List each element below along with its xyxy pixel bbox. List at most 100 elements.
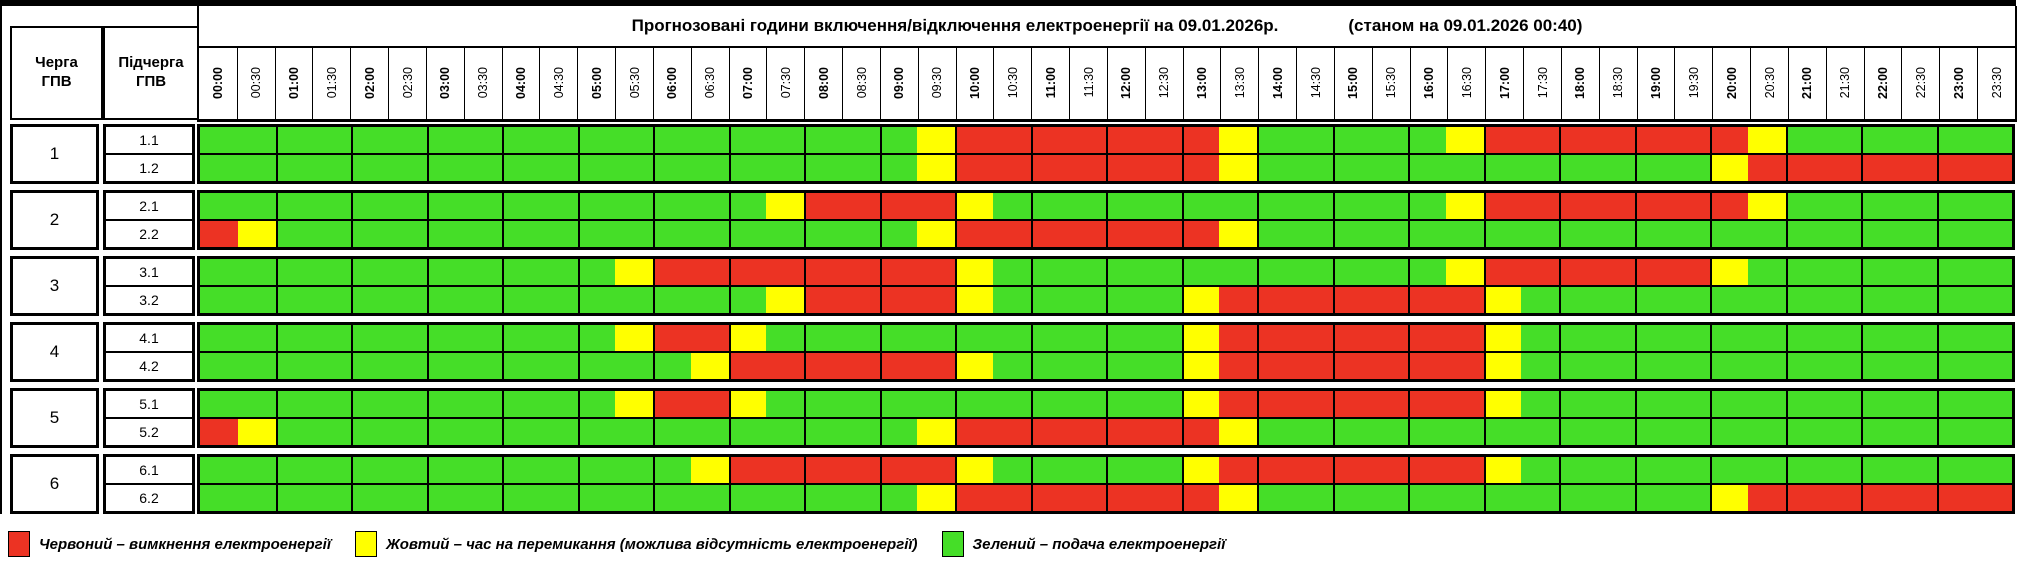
schedule-cell xyxy=(1596,419,1635,445)
schedule-cell xyxy=(1974,287,2012,313)
queue-cell: 2 xyxy=(10,190,99,250)
schedule-cell xyxy=(1861,325,1899,351)
time-label-text: 00:30 xyxy=(249,66,264,99)
schedule-cell xyxy=(1974,353,2012,379)
schedule-cell xyxy=(1785,193,1824,219)
schedule-cell xyxy=(1823,457,1861,483)
schedule-cell xyxy=(426,457,465,483)
schedule-cell xyxy=(464,259,502,285)
time-label: 21:00 xyxy=(1787,46,1826,119)
schedule-cell xyxy=(690,287,729,313)
schedule-cell xyxy=(841,353,880,379)
schedule-cell xyxy=(653,457,691,483)
schedule-cell xyxy=(1181,485,1220,511)
subqueue-label: 5.1 xyxy=(139,396,159,412)
schedule-cell xyxy=(992,193,1031,219)
schedule-cell xyxy=(804,193,842,219)
schedule-cell xyxy=(955,259,993,285)
time-label: 09:30 xyxy=(917,46,956,119)
time-label-text: 22:00 xyxy=(1876,66,1891,99)
queue-cell: 3 xyxy=(10,256,99,316)
schedule-cell xyxy=(1974,221,2012,247)
schedule-cell xyxy=(992,485,1031,511)
schedule-cell xyxy=(955,127,993,153)
schedule-cell xyxy=(1332,325,1371,351)
schedule-cell xyxy=(1483,127,1522,153)
time-label: 04:30 xyxy=(539,46,577,119)
time-label-text: 07:30 xyxy=(778,66,793,99)
time-label-text: 02:00 xyxy=(362,66,377,99)
time-label-text: 04:30 xyxy=(551,66,566,99)
time-label: 06:30 xyxy=(690,46,729,119)
time-label: 19:00 xyxy=(1636,46,1675,119)
schedule-cell xyxy=(917,419,955,445)
schedule-group: 2 2.1 2.2 xyxy=(10,190,2015,250)
schedule-cell xyxy=(200,485,238,511)
schedule-cell xyxy=(1710,127,1748,153)
schedule-cell xyxy=(1898,127,1937,153)
schedule-cell xyxy=(1408,287,1446,313)
schedule-cell xyxy=(1408,221,1446,247)
schedule-cell xyxy=(1785,419,1824,445)
time-label: 14:30 xyxy=(1296,46,1334,119)
schedule-cell xyxy=(1294,391,1333,417)
time-label: 18:00 xyxy=(1560,46,1599,119)
schedule-cell xyxy=(200,457,238,483)
schedule-cell xyxy=(1068,391,1106,417)
schedule-cell xyxy=(464,419,502,445)
schedule-cell xyxy=(1672,391,1710,417)
schedule-cell xyxy=(1672,193,1710,219)
schedule-cell xyxy=(1106,353,1144,379)
time-label: 18:30 xyxy=(1598,46,1637,119)
schedule-cell xyxy=(388,221,427,247)
schedule-cell xyxy=(464,193,502,219)
schedule-row xyxy=(200,285,2012,313)
schedule-cell xyxy=(1521,457,1559,483)
subqueue-header-line2: ГПВ xyxy=(135,73,167,90)
schedule-cell xyxy=(1294,419,1333,445)
schedule-cell xyxy=(1823,259,1861,285)
schedule-cell xyxy=(841,325,880,351)
schedule-cell xyxy=(351,325,389,351)
schedule-cell xyxy=(955,287,993,313)
schedule-cell xyxy=(464,287,502,313)
time-label: 16:30 xyxy=(1447,46,1485,119)
schedule-cell xyxy=(1143,221,1182,247)
schedule-cell xyxy=(879,391,918,417)
time-label-text: 14:00 xyxy=(1270,66,1285,99)
schedule-cell xyxy=(1559,259,1597,285)
schedule-cell xyxy=(237,457,276,483)
schedule-cell xyxy=(275,419,314,445)
schedule-cell xyxy=(804,127,842,153)
schedule-cell xyxy=(1710,259,1748,285)
schedule-cell xyxy=(275,193,314,219)
schedule-cell xyxy=(1936,485,1975,511)
schedule-cell xyxy=(464,155,502,181)
schedule-cell xyxy=(1710,353,1748,379)
schedule-cell xyxy=(502,221,540,247)
schedule-cell xyxy=(653,419,691,445)
schedule-cell xyxy=(426,127,465,153)
time-label-row: 00:00 00:30 01:00 01:30 02:00 02:30 03:00 03:30… xyxy=(197,46,2017,122)
schedule-cell xyxy=(200,127,238,153)
schedule-cell xyxy=(1483,391,1522,417)
schedule-cell xyxy=(1823,325,1861,351)
schedule-cell xyxy=(1257,457,1295,483)
schedule-cell xyxy=(1143,287,1182,313)
schedule-cell xyxy=(1030,221,1069,247)
schedule-cell xyxy=(653,287,691,313)
time-label-text: 11:00 xyxy=(1043,66,1058,99)
schedule-cell xyxy=(1521,419,1559,445)
schedule-cell xyxy=(653,155,691,181)
schedule-cell xyxy=(388,259,427,285)
subqueue-label: 1.1 xyxy=(139,132,159,148)
schedule-cell xyxy=(1257,127,1295,153)
schedule-cell xyxy=(1898,259,1937,285)
schedule-cell xyxy=(1181,419,1220,445)
schedule-cell xyxy=(1068,485,1106,511)
time-label: 20:00 xyxy=(1712,46,1750,119)
schedule-cell xyxy=(992,419,1031,445)
schedule-cell xyxy=(992,221,1031,247)
schedule-grid xyxy=(197,388,2015,448)
schedule-cell xyxy=(200,259,238,285)
